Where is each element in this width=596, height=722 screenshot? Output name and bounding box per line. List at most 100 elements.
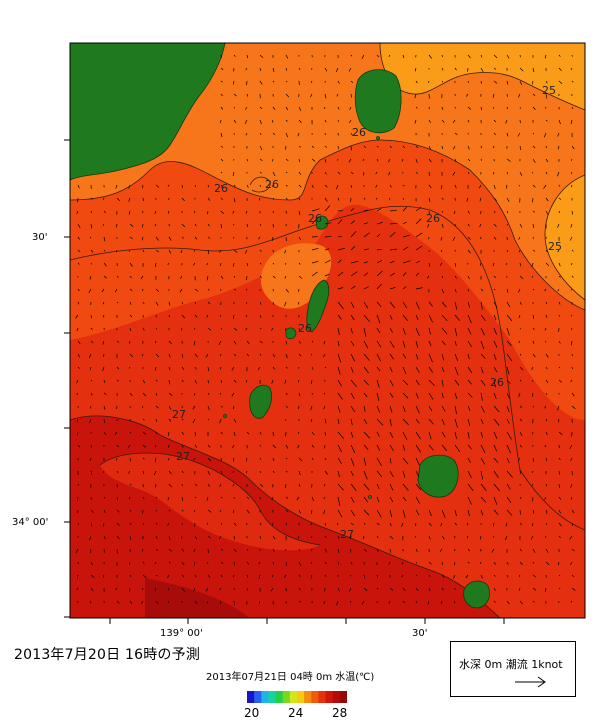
current-vector [558, 379, 562, 383]
current-vector [233, 119, 237, 123]
current-vector [532, 132, 535, 135]
current-vector [323, 600, 326, 605]
current-vector [389, 444, 394, 452]
current-vector [363, 392, 368, 398]
current-vector [545, 522, 548, 525]
current-vector [323, 392, 326, 395]
current-vector [493, 483, 500, 492]
current-vector [491, 548, 495, 553]
current-vector [480, 366, 484, 374]
current-vector [284, 301, 287, 307]
current-vector [389, 509, 393, 518]
current-vector [298, 600, 301, 603]
current-vector [350, 132, 353, 136]
current-vector [389, 483, 394, 491]
current-vector [441, 379, 444, 387]
current-vector [349, 119, 352, 124]
current-vector [428, 535, 431, 540]
current-vector [493, 470, 499, 478]
current-vector [324, 561, 327, 565]
current-vector [363, 522, 366, 525]
current-vector [231, 366, 235, 371]
current-vector [167, 184, 170, 187]
current-vector [194, 379, 198, 384]
current-vector [259, 171, 262, 174]
current-vector [298, 548, 301, 551]
colorbar-swatch [289, 691, 298, 703]
current-vector [337, 431, 345, 439]
current-vector [558, 340, 561, 344]
current-vector [246, 587, 249, 591]
current-vector [233, 314, 235, 319]
current-vector [155, 327, 158, 330]
current-vector [532, 509, 535, 514]
current-vector [376, 353, 381, 362]
current-vector [428, 561, 432, 565]
current-vector [348, 158, 352, 163]
current-vector [506, 496, 512, 503]
current-vector [532, 93, 536, 96]
current-vector [532, 249, 536, 252]
current-vector [532, 314, 535, 319]
current-vector [89, 535, 92, 541]
current-vector [181, 379, 184, 383]
current-vector [220, 158, 224, 162]
current-vector [376, 340, 382, 348]
current-vector [285, 522, 287, 526]
current-vector [389, 548, 391, 553]
current-vector [128, 197, 131, 202]
current-vector [233, 418, 237, 423]
colorbar-swatch [261, 691, 269, 703]
current-vector [298, 145, 302, 148]
contour-label: 25 [548, 240, 562, 253]
current-vector [155, 405, 159, 409]
current-vector [454, 288, 457, 293]
current-vector [297, 301, 300, 305]
current-vector [103, 418, 106, 424]
current-vector [519, 353, 522, 356]
current-vector [467, 119, 470, 123]
current-vector [519, 301, 522, 305]
current-vector [415, 574, 418, 577]
current-vector [517, 457, 521, 462]
current-vector [285, 496, 289, 499]
current-vector [427, 600, 430, 605]
current-vector [428, 353, 433, 363]
current-vector [129, 236, 133, 240]
current-vector [428, 314, 433, 323]
current-vector [285, 67, 288, 71]
current-vector [298, 171, 302, 175]
current-vector [402, 405, 406, 413]
current-vector [88, 288, 92, 293]
current-vector [363, 272, 369, 277]
current-vector [467, 327, 472, 335]
current-vector [518, 184, 521, 187]
current-vector [453, 145, 456, 150]
current-vector [129, 535, 132, 540]
current-vector [232, 171, 235, 177]
current-vector [220, 379, 222, 384]
current-vector [454, 340, 457, 346]
current-vector [285, 444, 289, 449]
current-vector [467, 54, 471, 59]
current-vector [467, 561, 470, 564]
current-vector [337, 405, 341, 413]
current-vector [218, 340, 222, 345]
current-vector [570, 457, 573, 462]
current-vector [454, 392, 458, 400]
current-vector [207, 535, 211, 539]
current-vector [350, 220, 355, 225]
current-vector [324, 483, 326, 487]
current-vector [245, 210, 248, 214]
contour-label: 27 [340, 528, 354, 541]
current-vector [246, 353, 250, 357]
current-vector [154, 223, 157, 227]
current-vector [116, 366, 120, 370]
current-vector [311, 145, 314, 149]
current-vector [480, 327, 485, 336]
current-vector [467, 366, 473, 374]
current-vector [478, 184, 482, 189]
current-vector [569, 444, 573, 449]
current-vector [324, 259, 331, 264]
current-vector [350, 340, 355, 347]
